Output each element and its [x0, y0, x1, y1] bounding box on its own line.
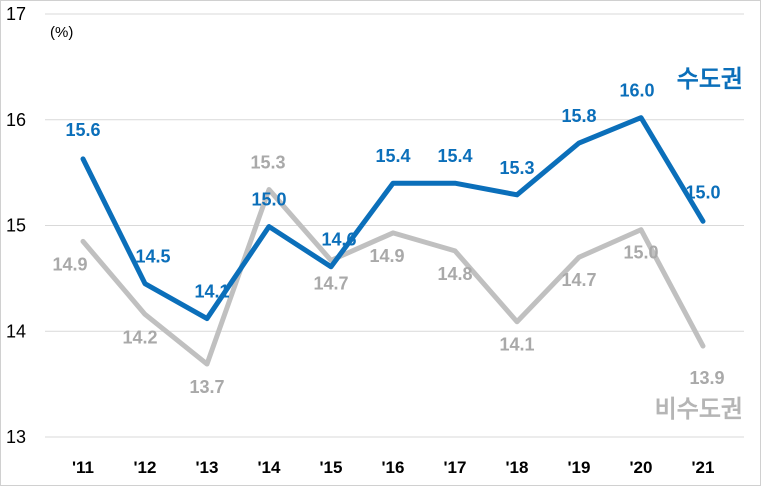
- data-labels: 14.9 14.2 13.7 15.3 14.7 14.9 14.8 14.1 14.7 15.0…: [52, 81, 724, 397]
- series-line-0: [80, 115, 706, 322]
- data-label-0-5: 15.4: [375, 146, 410, 166]
- data-label-1-9: 15.0: [623, 243, 658, 263]
- data-label-0-4: 14.6: [321, 230, 356, 250]
- data-label-0-7: 15.3: [499, 158, 534, 178]
- y-tick-label: 17: [6, 4, 26, 24]
- x-tick-label: '14: [258, 458, 281, 477]
- x-tick-label: '20: [630, 458, 653, 477]
- unit-label: (%): [50, 24, 73, 41]
- data-label-0-6: 15.4: [437, 146, 472, 166]
- x-tick-label: '19: [568, 458, 591, 477]
- y-tick-label: 15: [6, 216, 26, 236]
- gridlines: [45, 13, 744, 438]
- data-label-1-7: 14.1: [499, 335, 534, 355]
- series-name-label-1: 비수도권: [655, 396, 743, 423]
- x-tick-label: '12: [134, 458, 157, 477]
- series-line-1: [80, 187, 706, 367]
- series-name-label-0: 수도권: [677, 66, 743, 93]
- data-label-1-10: 13.9: [689, 368, 724, 388]
- y-tick-label: 16: [6, 110, 26, 130]
- data-label-0-2: 14.1: [194, 282, 229, 302]
- series-lines: [80, 115, 706, 367]
- y-tick-label: 14: [6, 321, 26, 341]
- data-label-1-4: 14.7: [313, 273, 348, 293]
- data-label-1-5: 14.9: [369, 246, 404, 266]
- data-label-1-8: 14.7: [561, 270, 596, 290]
- data-label-0-0: 15.6: [65, 120, 100, 140]
- data-label-0-8: 15.8: [561, 106, 596, 126]
- axes: (%) 13 14 15 16 17 '11 '12 '13 '14 '15 '16 '17 '18 '1…: [6, 4, 714, 477]
- data-label-1-0: 14.9: [52, 254, 87, 274]
- x-tick-label: '18: [506, 458, 529, 477]
- data-label-0-10: 15.0: [685, 182, 720, 202]
- y-tick-label: 13: [6, 427, 26, 447]
- x-tick-label: '15: [320, 458, 343, 477]
- x-tick-label: '16: [382, 458, 405, 477]
- x-tick-label: '11: [72, 458, 94, 477]
- data-label-0-9: 16.0: [619, 81, 654, 101]
- data-label-1-2: 13.7: [189, 377, 224, 397]
- x-tick-label: '13: [196, 458, 219, 477]
- data-label-0-3: 15.0: [251, 190, 286, 210]
- x-tick-label: '21: [692, 458, 715, 477]
- data-label-1-6: 14.8: [437, 264, 472, 284]
- x-tick-label: '17: [444, 458, 467, 477]
- data-label-0-1: 14.5: [135, 247, 170, 267]
- data-label-1-1: 14.2: [122, 327, 157, 347]
- data-label-1-3: 15.3: [250, 153, 285, 173]
